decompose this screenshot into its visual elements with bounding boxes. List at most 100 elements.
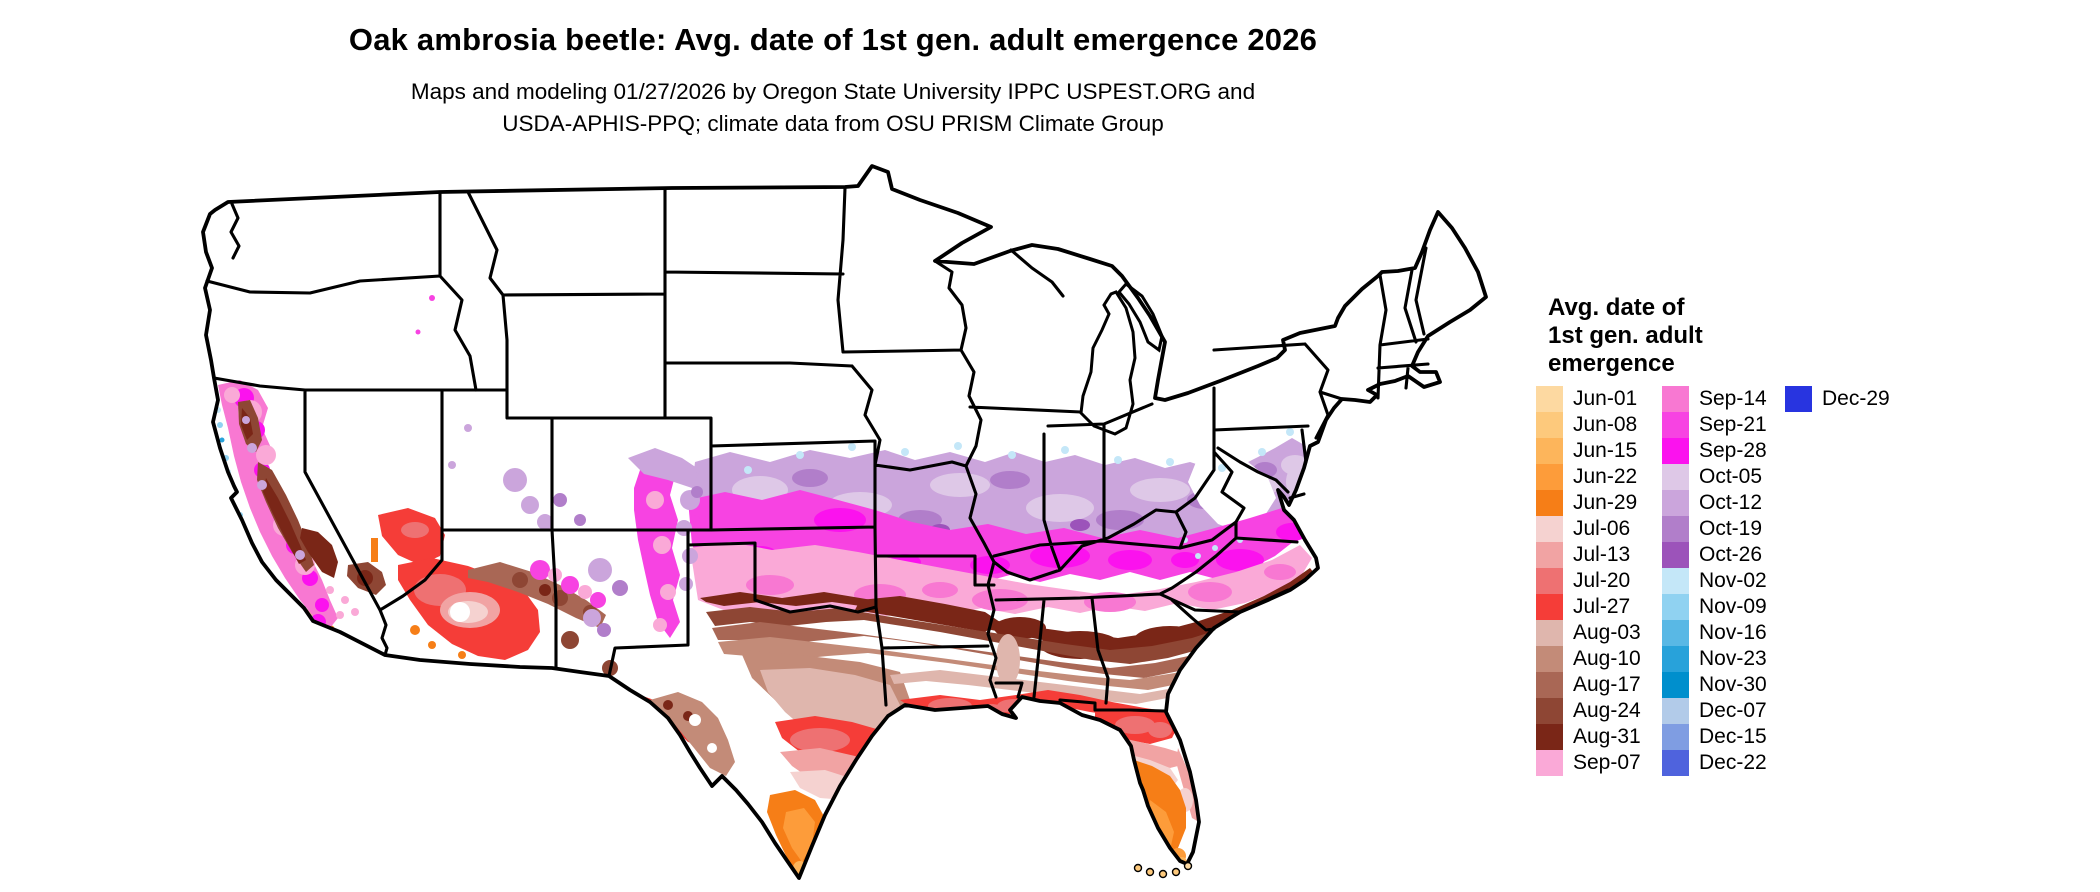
legend-swatch xyxy=(1536,516,1563,542)
legend-item: Jul-13 xyxy=(1536,542,1641,568)
legend-item: Oct-26 xyxy=(1662,542,1767,568)
legend-item: Dec-07 xyxy=(1662,698,1767,724)
subtitle-line-2: USDA-APHIS-PPQ; climate data from OSU PR… xyxy=(502,111,1164,136)
legend-label: Oct-12 xyxy=(1699,491,1763,514)
legend-swatch xyxy=(1662,594,1689,620)
legend-swatch xyxy=(1536,542,1563,568)
legend-swatch xyxy=(1662,620,1689,646)
legend-item: Jun-08 xyxy=(1536,412,1641,438)
legend-item: Nov-16 xyxy=(1662,620,1767,646)
legend-column-1: Jun-01 Jun-08 Jun-15 Jun-22 Jun-29 Jul-0… xyxy=(1536,386,1641,776)
legend-item: Sep-07 xyxy=(1536,750,1641,776)
legend-item: Sep-14 xyxy=(1662,386,1767,412)
legend-label: Jul-06 xyxy=(1573,517,1631,540)
legend-label: Dec-29 xyxy=(1822,387,1890,410)
legend-swatch xyxy=(1662,438,1689,464)
legend-item: Jul-06 xyxy=(1536,516,1641,542)
region-wtx-aug10 xyxy=(650,692,735,776)
legend-item: Sep-28 xyxy=(1662,438,1767,464)
legend-label: Dec-07 xyxy=(1699,699,1767,722)
legend-swatch xyxy=(1536,438,1563,464)
legend-swatch xyxy=(1536,490,1563,516)
legend-swatch xyxy=(1536,724,1563,750)
legend-label: Oct-05 xyxy=(1699,465,1763,488)
legend-label: Aug-24 xyxy=(1573,699,1641,722)
legend-item: Dec-22 xyxy=(1662,750,1767,776)
legend-label: Jul-20 xyxy=(1573,569,1631,592)
legend-item: Aug-31 xyxy=(1536,724,1641,750)
legend-column-3: Dec-29 xyxy=(1785,386,1890,412)
legend-swatch xyxy=(1536,698,1563,724)
legend-item: Dec-15 xyxy=(1662,724,1767,750)
legend-swatch xyxy=(1785,386,1812,412)
legend-swatch xyxy=(1662,672,1689,698)
page-title: Oak ambrosia beetle: Avg. date of 1st ge… xyxy=(348,22,1318,57)
region-jul20 xyxy=(401,522,1172,752)
legend-item: Nov-09 xyxy=(1662,594,1767,620)
region-nm-oct19 xyxy=(553,486,703,637)
legend-swatch xyxy=(1662,490,1689,516)
legend-title: Avg. date of 1st gen. adult emergence xyxy=(1548,294,1778,378)
legend-label: Nov-02 xyxy=(1699,569,1767,592)
legend-item: Sep-21 xyxy=(1662,412,1767,438)
legend-swatch xyxy=(1536,750,1563,776)
legend-item: Jun-29 xyxy=(1536,490,1641,516)
legend-item: Nov-30 xyxy=(1662,672,1767,698)
legend-swatch xyxy=(1536,568,1563,594)
state-borders xyxy=(205,186,1430,713)
legend-swatch xyxy=(1536,620,1563,646)
legend-label: Nov-23 xyxy=(1699,647,1767,670)
region-aug24-band xyxy=(706,586,1318,664)
region-jun15 xyxy=(793,857,1187,875)
legend-label: Jun-29 xyxy=(1573,491,1638,514)
region-jun22 xyxy=(783,800,1186,864)
legend-label: Jul-27 xyxy=(1573,595,1631,618)
legend-item: Jul-27 xyxy=(1536,594,1641,620)
legend-swatch xyxy=(1662,542,1689,568)
region-aug03-missriver xyxy=(996,634,1020,686)
legend-label: Jun-22 xyxy=(1573,465,1638,488)
legend-label: Oct-26 xyxy=(1699,543,1763,566)
legend-item: Aug-03 xyxy=(1536,620,1641,646)
legend-swatch xyxy=(1536,386,1563,412)
legend-label: Jun-01 xyxy=(1573,387,1638,410)
region-wtx-white xyxy=(450,602,717,753)
legend-item: Oct-12 xyxy=(1662,490,1767,516)
legend-label: Dec-15 xyxy=(1699,725,1767,748)
legend-label: Aug-10 xyxy=(1573,647,1641,670)
legend-item: Nov-02 xyxy=(1662,568,1767,594)
legend-label: Aug-03 xyxy=(1573,621,1641,644)
legend-swatch xyxy=(1536,594,1563,620)
us-outline xyxy=(201,164,1488,880)
legend-label: Sep-21 xyxy=(1699,413,1767,436)
legend-title-line: Avg. date of xyxy=(1548,294,1685,321)
legend-swatch xyxy=(1662,646,1689,672)
legend-swatch xyxy=(1536,646,1563,672)
legend-label: Aug-31 xyxy=(1573,725,1641,748)
legend-swatch xyxy=(1662,516,1689,542)
legend-swatch xyxy=(1662,750,1689,776)
legend-label: Sep-07 xyxy=(1573,751,1641,774)
legend-item: Aug-24 xyxy=(1536,698,1641,724)
region-aug17-band xyxy=(712,614,1312,678)
region-nm-sep07 xyxy=(548,491,676,632)
legend-swatch xyxy=(1662,568,1689,594)
subtitle-line-1: Maps and modeling 01/27/2026 by Oregon S… xyxy=(410,79,1256,104)
legend-swatch xyxy=(1662,464,1689,490)
legend-label: Dec-22 xyxy=(1699,751,1767,774)
legend-item: Nov-23 xyxy=(1662,646,1767,672)
legend-swatch xyxy=(1662,724,1689,750)
legend-label: Jul-13 xyxy=(1573,543,1631,566)
legend-label: Nov-16 xyxy=(1699,621,1767,644)
page-subtitle: Maps and modeling 01/27/2026 by Oregon S… xyxy=(0,76,1666,140)
legend-label: Jun-15 xyxy=(1573,439,1638,462)
legend-label: Sep-14 xyxy=(1699,387,1767,410)
lake-michigan xyxy=(1079,290,1137,436)
legend-item: Aug-17 xyxy=(1536,672,1641,698)
legend-label: Nov-30 xyxy=(1699,673,1767,696)
legend-swatch xyxy=(1536,464,1563,490)
florida-keys xyxy=(1133,861,1193,879)
legend-swatch xyxy=(1662,386,1689,412)
legend-label: Nov-09 xyxy=(1699,595,1767,618)
